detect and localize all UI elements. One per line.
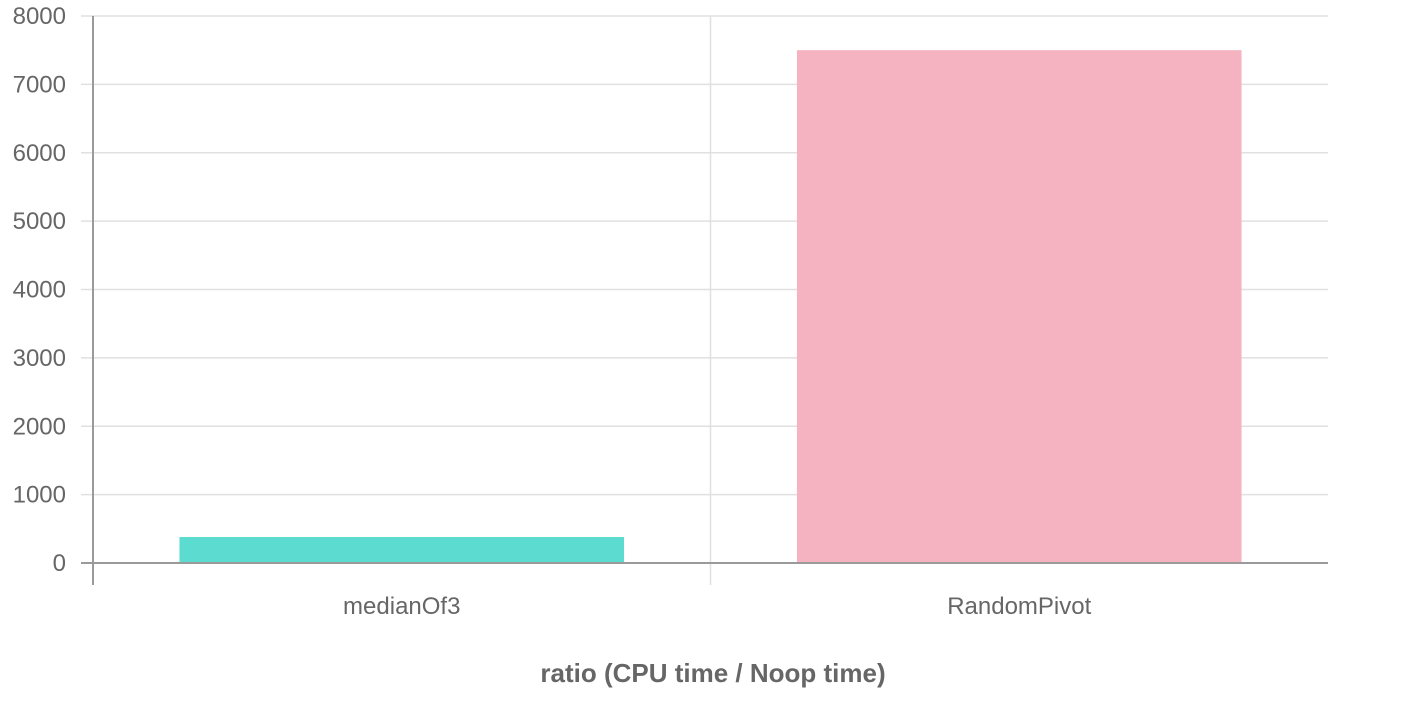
y-tick-label: 1000 <box>13 482 66 509</box>
x-axis-title: ratio (CPU time / Noop time) <box>540 658 885 688</box>
bars <box>179 50 1242 563</box>
y-tick-label: 6000 <box>13 140 66 167</box>
y-tick-labels: 0 1000 2000 3000 4000 5000 6000 7000 8000 <box>13 3 66 577</box>
y-tick-label: 3000 <box>13 345 66 372</box>
y-tick-label: 7000 <box>13 71 66 98</box>
y-tick-label: 2000 <box>13 413 66 440</box>
y-tick-label: 4000 <box>13 277 66 304</box>
y-tick-label: 8000 <box>13 3 66 30</box>
x-category-labels: medianOf3 RandomPivot <box>343 593 1092 620</box>
axes <box>81 16 1328 585</box>
bar-medianof3 <box>179 537 625 563</box>
x-category-label: RandomPivot <box>947 593 1091 620</box>
y-tick-label: 5000 <box>13 208 66 235</box>
x-category-label: medianOf3 <box>343 593 460 620</box>
bar-randompivot <box>796 50 1242 563</box>
y-tick-label: 0 <box>53 550 66 577</box>
